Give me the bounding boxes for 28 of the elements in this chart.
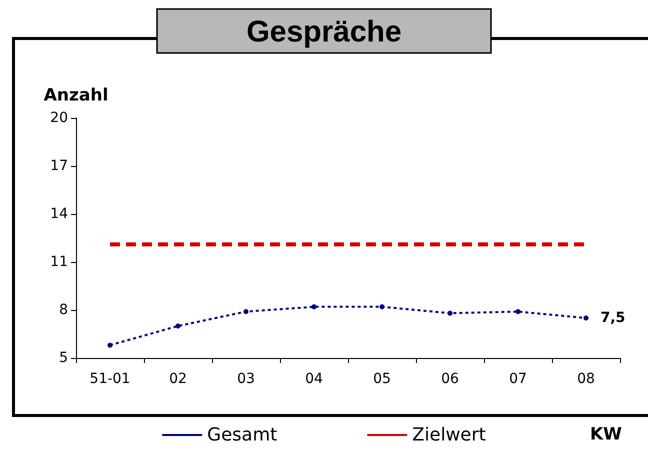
x-tick-label: 03: [237, 371, 255, 387]
x-tick-label: 07: [509, 371, 527, 387]
point: [312, 304, 316, 310]
point: [516, 309, 520, 314]
point: [108, 342, 112, 348]
x-tick-label: 08: [577, 371, 595, 387]
point: [448, 310, 452, 316]
y-axis-title: Anzahl: [44, 86, 108, 106]
y-tick-label: 11: [50, 254, 68, 270]
y-tick-label: 5: [59, 350, 68, 366]
legend-label: Zielwert: [412, 424, 486, 446]
point: [584, 316, 588, 320]
point: [380, 304, 384, 310]
x-tick-label: 06: [441, 371, 459, 387]
y-tick-label: 17: [50, 158, 68, 174]
x-axis-title: KW: [590, 424, 622, 444]
point: [176, 324, 180, 328]
x-tick-label: 04: [305, 371, 323, 387]
point: [244, 309, 248, 314]
chart-title: Gespräche: [246, 16, 402, 48]
x-tick-label: 05: [373, 371, 391, 387]
x-tick-label: 02: [169, 371, 187, 387]
legend-label: Gesamt: [207, 424, 278, 446]
y-tick-label: 14: [50, 206, 68, 222]
data-label: 7,5: [600, 310, 626, 326]
y-tick-label: 8: [59, 302, 68, 318]
x-tick-label: 51-01: [90, 371, 130, 387]
y-tick-label: 20: [50, 110, 68, 126]
